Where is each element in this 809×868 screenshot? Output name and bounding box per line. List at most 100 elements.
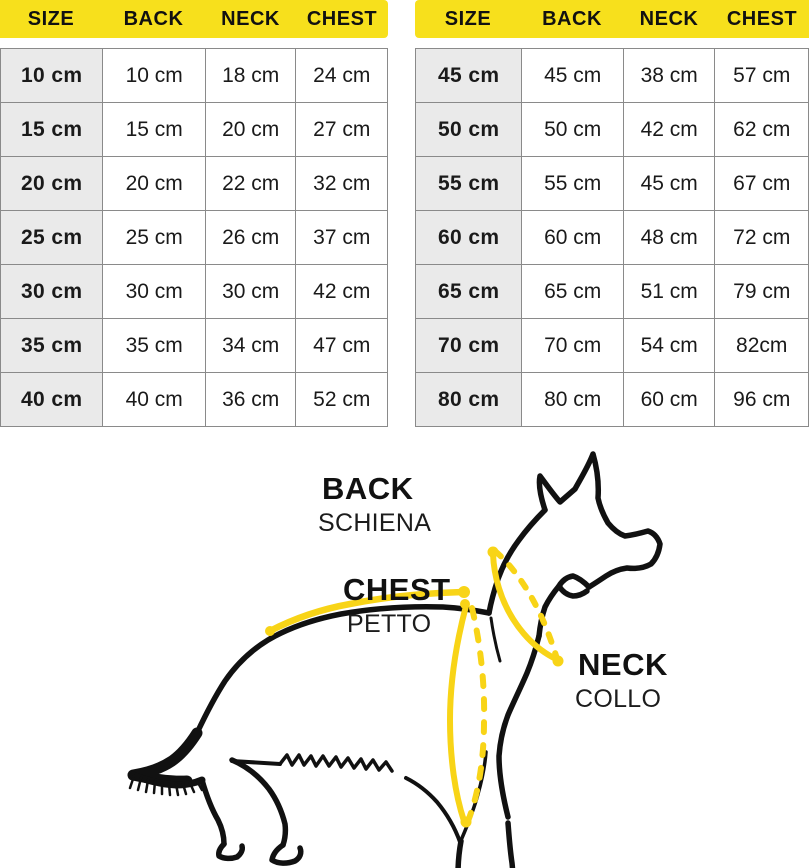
cell-chest: 27 cm	[295, 103, 387, 156]
table-row: 40 cm 40 cm 36 cm 52 cm	[1, 372, 387, 426]
cell-size: 70 cm	[416, 319, 522, 372]
table-right-header-row: SIZE BACK NECK CHEST	[415, 0, 809, 38]
cell-back: 50 cm	[521, 103, 623, 156]
label-neck-group: NECK COLLO	[575, 647, 668, 713]
cell-chest: 62 cm	[714, 103, 808, 156]
table-row: 80 cm 80 cm 60 cm 96 cm	[416, 372, 808, 426]
cell-chest: 79 cm	[714, 265, 808, 318]
cell-chest: 24 cm	[295, 49, 387, 102]
table-row: 15 cm 15 cm 20 cm 27 cm	[1, 102, 387, 156]
cell-back: 30 cm	[102, 265, 205, 318]
cell-back: 25 cm	[102, 211, 205, 264]
label-chest-subtitle: PETTO	[347, 610, 431, 638]
table-right-header-chest: CHEST	[726, 8, 798, 30]
cell-size: 60 cm	[416, 211, 522, 264]
table-row: 70 cm 70 cm 54 cm 82cm	[416, 318, 808, 372]
cell-back: 60 cm	[521, 211, 623, 264]
cell-back: 65 cm	[521, 265, 623, 318]
cell-size: 80 cm	[416, 373, 522, 426]
table-row: 20 cm 20 cm 22 cm 32 cm	[1, 156, 387, 210]
cell-back: 70 cm	[521, 319, 623, 372]
neck-line-endpoint-top	[487, 546, 499, 558]
cell-size: 30 cm	[1, 265, 103, 318]
cell-chest: 96 cm	[714, 373, 808, 426]
table-row: 10 cm 10 cm 18 cm 24 cm	[1, 48, 387, 102]
cell-chest: 72 cm	[714, 211, 808, 264]
cell-size: 35 cm	[1, 319, 103, 372]
size-table-left: SIZE BACK NECK CHEST 10 cm 10 cm 18 cm 2…	[0, 0, 388, 427]
cell-size: 45 cm	[416, 49, 522, 102]
cell-neck: 30 cm	[204, 265, 296, 318]
cell-size: 40 cm	[1, 373, 103, 426]
table-row: 50 cm 50 cm 42 cm 62 cm	[416, 102, 808, 156]
cell-neck: 54 cm	[622, 319, 715, 372]
table-row: 25 cm 25 cm 26 cm 37 cm	[1, 210, 387, 264]
cell-back: 20 cm	[102, 157, 205, 210]
label-back-group: BACK SCHIENA	[318, 471, 431, 537]
cell-chest: 67 cm	[714, 157, 808, 210]
table-row: 65 cm 65 cm 51 cm 79 cm	[416, 264, 808, 318]
cell-size: 10 cm	[1, 49, 103, 102]
table-row: 55 cm 55 cm 45 cm 67 cm	[416, 156, 808, 210]
label-back-subtitle: SCHIENA	[318, 509, 431, 537]
neck-line-endpoint-bottom	[552, 655, 564, 667]
cell-chest: 82cm	[714, 319, 808, 372]
cell-chest: 57 cm	[714, 49, 808, 102]
label-neck-subtitle: COLLO	[575, 685, 661, 713]
table-left-header-neck: NECK	[221, 8, 280, 30]
neck-measurement-arc	[490, 551, 561, 663]
chest-measurement-line-dashed	[465, 605, 488, 824]
cell-size: 65 cm	[416, 265, 522, 318]
cell-size: 25 cm	[1, 211, 103, 264]
back-line-endpoint-withers	[458, 586, 470, 598]
cell-neck: 45 cm	[622, 157, 715, 210]
cell-size: 20 cm	[1, 157, 103, 210]
cell-neck: 51 cm	[622, 265, 715, 318]
table-row: 60 cm 60 cm 48 cm 72 cm	[416, 210, 808, 264]
cell-neck: 48 cm	[622, 211, 715, 264]
table-left-header-size: SIZE	[27, 8, 75, 30]
cell-chest: 47 cm	[295, 319, 387, 372]
cell-neck: 20 cm	[204, 103, 296, 156]
table-row: 45 cm 45 cm 38 cm 57 cm	[416, 48, 808, 102]
cell-chest: 42 cm	[295, 265, 387, 318]
table-row: 30 cm 30 cm 30 cm 42 cm	[1, 264, 387, 318]
cell-neck: 60 cm	[622, 373, 715, 426]
cell-chest: 37 cm	[295, 211, 387, 264]
cell-back: 10 cm	[102, 49, 205, 102]
label-neck-title: NECK	[578, 647, 668, 682]
cell-chest: 32 cm	[295, 157, 387, 210]
cell-size: 15 cm	[1, 103, 103, 156]
label-chest-group: CHEST PETTO	[343, 572, 450, 638]
table-left-header-back: BACK	[123, 8, 184, 30]
label-back-title: BACK	[322, 471, 414, 506]
chest-line-endpoint-bottom	[460, 816, 472, 828]
back-line-endpoint-rear	[265, 626, 275, 636]
cell-neck: 18 cm	[204, 49, 296, 102]
cell-back: 80 cm	[521, 373, 623, 426]
cell-neck: 26 cm	[204, 211, 296, 264]
table-right-header-neck: NECK	[639, 8, 699, 30]
size-table-right: SIZE BACK NECK CHEST 45 cm 45 cm 38 cm 5…	[415, 0, 809, 427]
table-right-header-back: BACK	[542, 8, 602, 30]
cell-back: 35 cm	[102, 319, 205, 372]
cell-neck: 34 cm	[204, 319, 296, 372]
cell-size: 55 cm	[416, 157, 522, 210]
cell-neck: 22 cm	[204, 157, 296, 210]
neck-measurement-arc-dashed	[492, 548, 560, 662]
cell-back: 45 cm	[521, 49, 623, 102]
cell-back: 15 cm	[102, 103, 205, 156]
cell-neck: 42 cm	[622, 103, 715, 156]
cell-back: 55 cm	[521, 157, 623, 210]
table-right-body: 45 cm 45 cm 38 cm 57 cm 50 cm 50 cm 42 c…	[415, 48, 809, 427]
chest-line-endpoint-top	[460, 599, 470, 609]
dog-measurement-diagram: BACK SCHIENA CHEST PETTO NECK COLLO	[0, 432, 809, 868]
table-right-header-size: SIZE	[444, 8, 492, 30]
cell-neck: 38 cm	[622, 49, 715, 102]
table-left-body: 10 cm 10 cm 18 cm 24 cm 15 cm 15 cm 20 c…	[0, 48, 388, 427]
size-tables-area: SIZE BACK NECK CHEST 10 cm 10 cm 18 cm 2…	[0, 0, 809, 432]
table-left-header-chest: CHEST	[306, 8, 378, 30]
cell-chest: 52 cm	[295, 373, 387, 426]
table-left-header-row: SIZE BACK NECK CHEST	[0, 0, 388, 38]
cell-back: 40 cm	[102, 373, 205, 426]
